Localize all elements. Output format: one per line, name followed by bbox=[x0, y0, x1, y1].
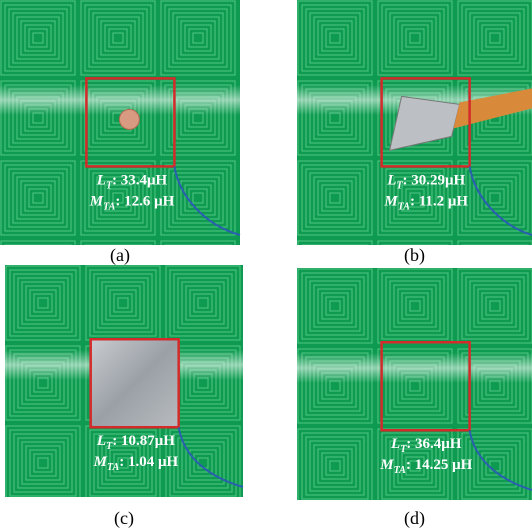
figure: LT: 33.4μHMTA: 12.6 μH(a)LT: 30.29μHMTA:… bbox=[0, 0, 532, 531]
panel-caption: (d) bbox=[404, 508, 425, 529]
panel-caption: (a) bbox=[110, 245, 130, 266]
coin bbox=[119, 109, 139, 129]
value-text: : 1.04 μH bbox=[119, 454, 178, 470]
subscript: TA bbox=[107, 462, 120, 473]
symbol: M bbox=[89, 193, 104, 209]
value-text: : 12.6 μH bbox=[115, 193, 174, 209]
light-glare bbox=[297, 353, 532, 383]
symbol: L bbox=[96, 433, 106, 449]
symbol: L bbox=[386, 172, 396, 188]
value-text: : 30.29μH bbox=[403, 172, 466, 188]
aluminum-sheet bbox=[91, 339, 179, 427]
light-glare bbox=[0, 85, 240, 115]
subscript: TA bbox=[103, 201, 116, 212]
symbol: L bbox=[390, 436, 400, 452]
value-text: : 36.4μH bbox=[406, 436, 461, 452]
symbol: L bbox=[96, 172, 106, 188]
panel-caption: (c) bbox=[114, 508, 134, 529]
subscript: TA bbox=[398, 201, 411, 212]
symbol: M bbox=[383, 193, 398, 209]
subscript: TA bbox=[394, 465, 407, 476]
value-text: : 10.87μH bbox=[112, 433, 175, 449]
value-text: : 14.25 μH bbox=[406, 457, 473, 473]
value-text: : 33.4μH bbox=[112, 172, 167, 188]
symbol: M bbox=[379, 457, 394, 473]
panel-caption: (b) bbox=[404, 245, 425, 266]
symbol: M bbox=[93, 454, 108, 470]
value-text: : 11.2 μH bbox=[410, 193, 468, 209]
